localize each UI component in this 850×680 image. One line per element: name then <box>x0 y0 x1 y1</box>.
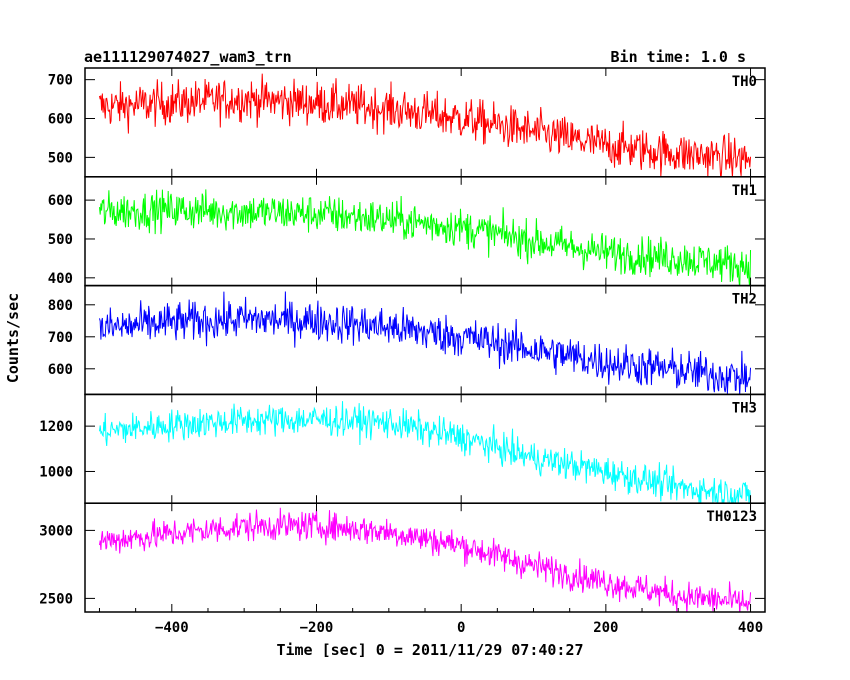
series-line-th0 <box>98 73 752 177</box>
panel-frame-th1 <box>84 176 766 287</box>
panel-label-th2: TH2 <box>732 292 757 308</box>
x-tick-label: 200 <box>593 620 618 636</box>
y-tick-label-th3: 1000 <box>39 464 73 480</box>
chart-title: ae111129074027_wam3_trn <box>84 48 292 66</box>
panels-group: 500 600 700 TH0 400 500 600 TH1 600 700 800 TH2 1000… <box>39 67 766 613</box>
panel-label-th1: TH1 <box>732 183 757 199</box>
series-line-th3 <box>98 401 752 504</box>
y-tick-label-th0123: 2500 <box>39 591 73 607</box>
panel-label-th3: TH3 <box>732 400 757 416</box>
panel-frame-th0123 <box>84 502 766 613</box>
x-tick-label: −400 <box>155 620 189 636</box>
x-tick-label: −200 <box>300 620 334 636</box>
x-axis-label: Time [sec] 0 = 2011/11/29 07:40:27 <box>276 641 583 659</box>
y-tick-label-th0: 700 <box>48 73 73 89</box>
series-line-th2 <box>98 291 752 395</box>
series-line-th1 <box>98 189 752 286</box>
y-tick-label-th1: 400 <box>48 271 73 287</box>
y-tick-label-th1: 500 <box>48 232 73 248</box>
panel-frame-th0 <box>84 67 766 178</box>
panel-label-th0123: TH0123 <box>706 509 757 525</box>
y-tick-label-th2: 800 <box>48 298 73 314</box>
y-axis-label: Counts/sec <box>4 293 22 383</box>
y-tick-label-th0: 600 <box>48 112 73 128</box>
panel-label-th0: TH0 <box>732 74 757 90</box>
y-tick-label-th1: 600 <box>48 193 73 209</box>
y-tick-label-th3: 1200 <box>39 419 73 435</box>
x-axis: −400 −200 0 200 400 <box>98 68 763 636</box>
y-tick-label-th0: 500 <box>48 150 73 166</box>
x-tick-label: 400 <box>738 620 763 636</box>
y-tick-label-th0123: 3000 <box>39 523 73 539</box>
y-tick-label-th2: 700 <box>48 330 73 346</box>
x-tick-label: 0 <box>457 620 465 636</box>
series-line-th0123 <box>98 507 752 613</box>
bin-time-label: Bin time: 1.0 s <box>611 48 746 66</box>
y-tick-label-th2: 600 <box>48 362 73 378</box>
